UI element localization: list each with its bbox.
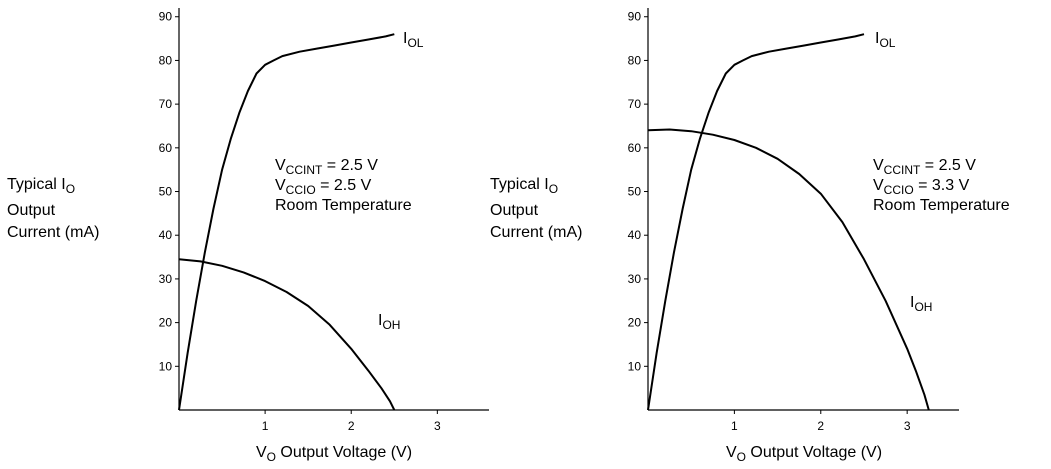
chart1-series-ioh-line xyxy=(178,258,396,411)
chart2-annotation-line2: VCCIO = 3.3 V xyxy=(873,177,970,197)
chart2-ytick-label: 20 xyxy=(628,316,642,330)
chart1-series-iol-line xyxy=(178,33,395,411)
chart1-ytick-label: 60 xyxy=(159,141,173,155)
chart2-ylabel: Typical IO Output Current (mA) xyxy=(490,174,582,244)
chart2-series-iol-label: IOL xyxy=(875,30,896,50)
chart1-ytick-label: 50 xyxy=(159,185,173,199)
chart1-series-ioh-label: IOH xyxy=(378,312,400,332)
chart2-ytick-label: 90 xyxy=(628,10,642,24)
chart2-xlabel: VO Output Voltage (V) xyxy=(726,444,882,464)
chart1-ylabel: Typical IO Output Current (mA) xyxy=(7,174,99,244)
chart1-ytick-label: 70 xyxy=(159,97,173,111)
chart1-xtick-label: 3 xyxy=(434,419,441,433)
chart2-ytick-label: 70 xyxy=(628,97,642,111)
chart1-ytick-label: 90 xyxy=(159,10,173,24)
chart2-ytick-label: 10 xyxy=(628,359,642,373)
chart2-series-ioh-line xyxy=(647,128,930,411)
chart1-xtick-label: 2 xyxy=(348,419,355,433)
chart2-ytick-label: 40 xyxy=(628,228,642,242)
chart1-xtick-label: 1 xyxy=(262,419,269,433)
chart1-annotation-line2: VCCIO = 2.5 V xyxy=(275,177,372,197)
chart2-ylabel-line2: Output xyxy=(490,202,539,220)
chart2-xtick-label: 2 xyxy=(817,419,824,433)
chart2-annotation-line3: Room Temperature xyxy=(873,197,1010,214)
chart2-ytick-label: 80 xyxy=(628,53,642,67)
chart1-ylabel-line3: Current (mA) xyxy=(7,224,100,242)
chart2-series-iol-line xyxy=(647,33,865,411)
chart2-xtick-label: 3 xyxy=(904,419,911,433)
chart1-ytick-label: 20 xyxy=(159,316,173,330)
chart1-ylabel-line1: Typical I xyxy=(7,176,66,193)
chart2-ylabel-line1-sub: O xyxy=(548,182,559,197)
chart2-ylabel-line1: Typical I xyxy=(490,176,549,193)
chart2: 10 20 30 40 50 60 70 80 90 1 2 3 VO Output Voltage (… xyxy=(628,8,1010,464)
chart2-ylabel-line3: Current (mA) xyxy=(490,224,583,242)
chart1-series-iol-label: IOL xyxy=(403,30,424,50)
chart1-ytick-label: 30 xyxy=(159,272,173,286)
chart2-annotation-line1: VCCINT = 2.5 V xyxy=(873,157,976,177)
chart1: 10 20 30 40 50 60 70 80 90 1 2 3 VO Output Voltage (… xyxy=(159,8,489,464)
chart1-xlabel: VO Output Voltage (V) xyxy=(256,444,412,464)
chart2-ytick-label: 50 xyxy=(628,185,642,199)
chart1-ytick-label: 80 xyxy=(159,53,173,67)
chart1-annotation-line1: VCCINT = 2.5 V xyxy=(275,157,378,177)
chart2-series-ioh-label: IOH xyxy=(910,294,932,314)
chart1-ylabel-line2: Output xyxy=(7,202,56,220)
chart1-ylabel-line1-sub: O xyxy=(65,182,76,197)
chart1-annotation-line3: Room Temperature xyxy=(275,197,412,214)
chart2-ytick-label: 30 xyxy=(628,272,642,286)
chart1-ytick-label: 10 xyxy=(159,359,173,373)
chart2-ytick-label: 60 xyxy=(628,141,642,155)
chart1-ytick-label: 40 xyxy=(159,228,173,242)
chart2-xtick-label: 1 xyxy=(731,419,738,433)
